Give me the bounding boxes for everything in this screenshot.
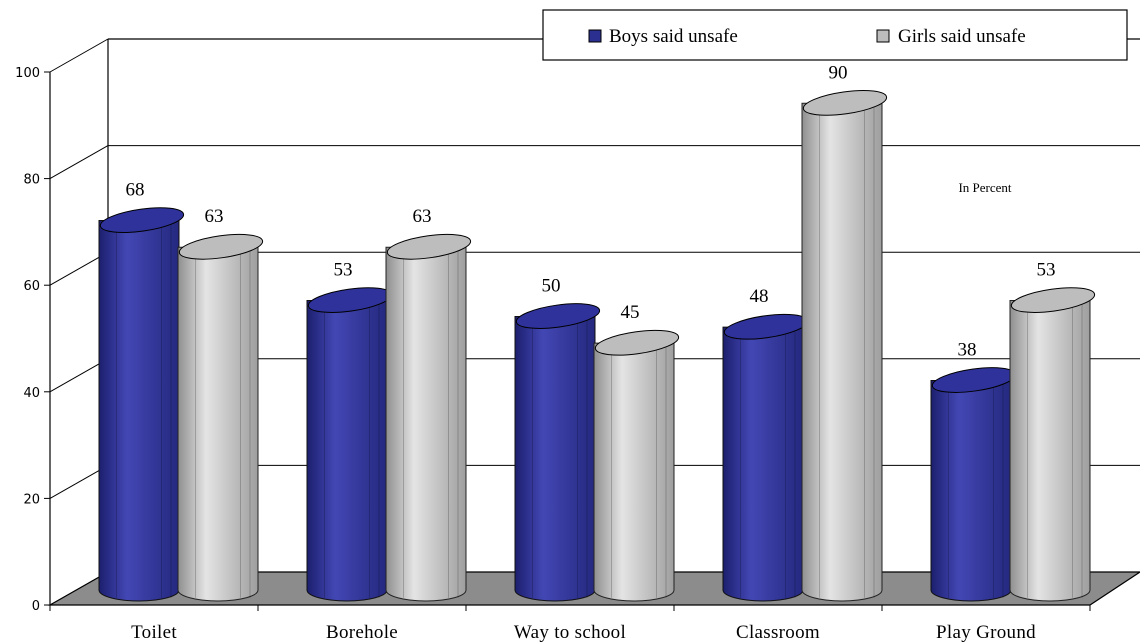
legend-swatch-boys	[588, 29, 602, 43]
data-labels: 68 63 53 63 50 45 48 90 38 53	[126, 62, 1056, 360]
data-label: 90	[829, 62, 848, 83]
side-gridline	[49, 145, 109, 180]
bar-girls	[801, 90, 888, 602]
bar-girls	[177, 233, 264, 602]
axes: 0 20 40 60 80 100 Toilet Borehole Way to school C…	[15, 66, 1091, 643]
y-tick-label: 20	[23, 492, 40, 507]
bar-boys	[306, 287, 393, 602]
data-label: 48	[750, 286, 769, 307]
y-tick-label: 0	[32, 599, 40, 614]
data-label: 53	[1037, 260, 1056, 281]
data-label: 45	[621, 302, 640, 323]
side-gridline	[49, 251, 109, 286]
data-label: 63	[413, 206, 432, 227]
bar-girls	[593, 329, 680, 602]
x-tick-label: Play Ground	[936, 622, 1036, 643]
unit-annotation: In Percent	[958, 180, 1011, 195]
x-tick-label: Borehole	[326, 622, 398, 643]
data-label: 50	[542, 276, 561, 297]
y-tick-label: 60	[23, 279, 40, 294]
bar-boys	[722, 313, 809, 602]
legend-box	[542, 9, 1128, 61]
side-gridline	[49, 38, 109, 73]
side-gridline	[49, 358, 109, 393]
bar-boys	[98, 207, 185, 602]
y-tick-label: 40	[23, 386, 40, 401]
x-tick-label: Toilet	[131, 622, 177, 643]
side-gridline	[49, 464, 109, 499]
data-label: 53	[334, 260, 353, 281]
legend: Boys said unsafe Girls said unsafe	[542, 9, 1128, 61]
legend-label-girls: Girls said unsafe	[898, 26, 1026, 47]
legend-swatch-girls	[876, 29, 890, 43]
data-label: 63	[205, 206, 224, 227]
x-tick-label: Classroom	[736, 622, 820, 643]
legend-label-boys: Boys said unsafe	[609, 26, 738, 47]
bar-girls	[1009, 287, 1096, 602]
bar-boys	[514, 303, 601, 602]
x-tick-label: Way to school	[514, 622, 626, 643]
y-tick-label: 80	[23, 173, 40, 188]
data-label: 38	[958, 339, 977, 360]
bar-girls	[385, 233, 472, 602]
bars	[98, 90, 1096, 602]
y-tick-label: 100	[15, 66, 40, 81]
bar-boys	[930, 367, 1017, 602]
data-label: 68	[126, 180, 145, 201]
